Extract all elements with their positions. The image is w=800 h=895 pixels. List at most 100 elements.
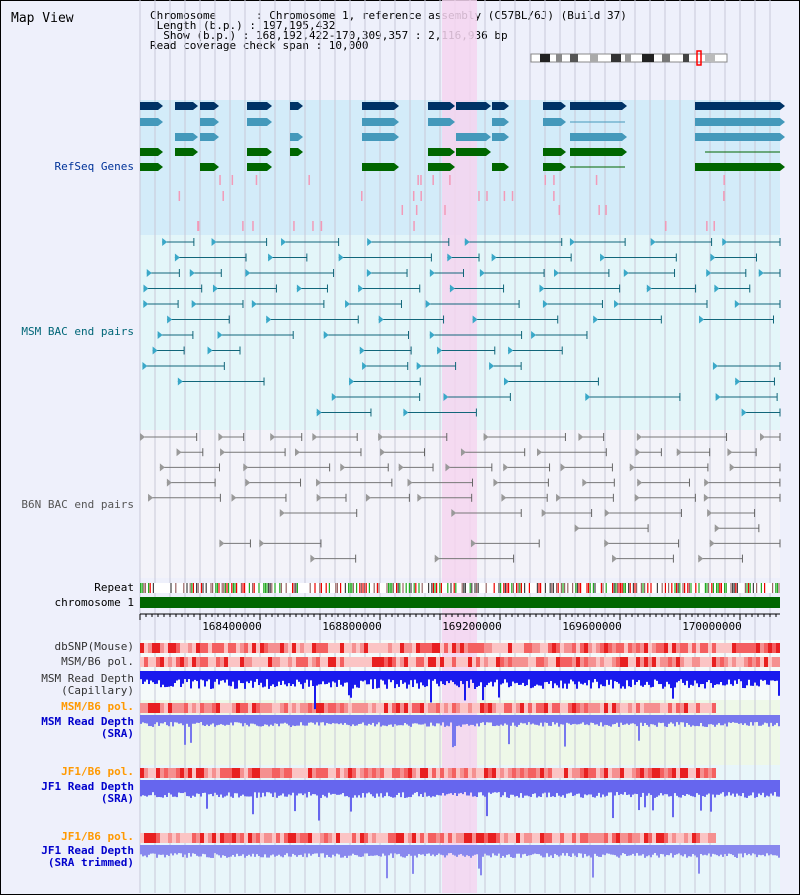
depth-bar [564, 780, 566, 798]
bac-end-marker [176, 448, 182, 457]
depth-bar [434, 780, 436, 797]
pol-cell [644, 833, 648, 843]
depth-bar [772, 845, 774, 856]
depth-bar [306, 715, 308, 726]
label-b6n-bac[interactable]: B6N BAC end pairs [21, 498, 134, 511]
depth-bar [630, 780, 632, 798]
depth-bar [260, 715, 262, 727]
pol-cell [212, 768, 216, 778]
depth-bar [402, 845, 404, 858]
depth-bar [274, 715, 276, 724]
repeat-track[interactable] [140, 583, 780, 593]
depth-bar [664, 715, 666, 727]
depth-bar [354, 671, 356, 685]
depth-bar [400, 780, 402, 798]
depth-bar [268, 780, 270, 793]
pol-cell [504, 703, 508, 713]
label-jf1-depth-trimmed[interactable]: JF1 Read Depth (SRA trimmed) [41, 845, 134, 869]
repeat-element [192, 583, 194, 593]
depth-bar [350, 715, 352, 727]
depth-bar [352, 845, 354, 854]
gene-arrow [193, 102, 198, 110]
label-refseq-genes[interactable]: RefSeq Genes [54, 160, 134, 173]
depth-bar [550, 845, 552, 856]
pol-cell [420, 768, 424, 778]
depth-bar [682, 671, 684, 683]
depth-bar [286, 671, 288, 687]
pol-cell [556, 657, 560, 667]
bac-end-marker [489, 362, 495, 370]
pol-cell [712, 768, 716, 778]
depth-bar [316, 671, 318, 686]
msm-bac-track[interactable] [142, 238, 781, 417]
repeat-element [623, 583, 625, 593]
pol-cell [436, 833, 440, 843]
refseq-genes-track[interactable] [140, 102, 785, 231]
pol-cell [776, 657, 780, 667]
label-jf1-b6-pol-2[interactable]: JF1/B6 pol. [61, 830, 134, 843]
pol-cell [676, 833, 680, 843]
depth-bar [242, 780, 244, 795]
label-msm-depth-sra[interactable]: MSM Read Depth (SRA) [41, 716, 134, 740]
pol-cell [164, 703, 168, 713]
depth-bar [148, 671, 150, 685]
depth-bar [448, 780, 450, 794]
label-jf1-depth-sra[interactable]: JF1 Read Depth (SRA) [41, 781, 134, 805]
pol-cell [572, 833, 576, 843]
depth-bar [358, 715, 360, 725]
chromosome-ideogram[interactable] [530, 50, 728, 66]
b6n-bac-track[interactable] [140, 433, 781, 563]
pol-cell [508, 657, 512, 667]
depth-bar [678, 671, 680, 681]
depth-bar [562, 671, 564, 689]
pol-cell [564, 703, 568, 713]
position-axis: 168400000 168800000 169200000 169600000 1700… [139, 613, 780, 633]
depth-bar [382, 671, 384, 681]
bac-end-marker [501, 493, 507, 502]
depth-bar [304, 671, 306, 683]
pol-cell [656, 657, 660, 667]
bac-end-marker [706, 269, 712, 277]
depth-bar [776, 780, 778, 797]
depth-bar [628, 780, 630, 795]
depth-bar [472, 780, 474, 797]
depth-bar [758, 845, 760, 855]
depth-bar [618, 845, 620, 858]
pol-cell [592, 703, 596, 713]
gene-exon [543, 118, 561, 126]
depth-bar [464, 671, 466, 701]
depth-bar [322, 715, 324, 723]
pol-cell [332, 833, 336, 843]
depth-bar [324, 780, 326, 797]
gene-exon [200, 163, 214, 171]
label-msm-b6-pol-2[interactable]: MSM/B6 pol. [61, 700, 134, 713]
pol-cell [624, 833, 628, 843]
label-jf1-b6-pol[interactable]: JF1/B6 pol. [61, 765, 134, 778]
label-msm-bac[interactable]: MSM BAC end pairs [21, 325, 134, 338]
depth-bar [240, 780, 242, 796]
read-depth-tracks[interactable] [140, 671, 780, 879]
depth-bar [624, 715, 626, 725]
pol-cell [660, 703, 664, 713]
label-msm-b6-pol[interactable]: MSM/B6 pol. [61, 655, 134, 668]
dbsnp-cell [616, 643, 620, 653]
depth-bar [384, 715, 386, 726]
depth-bar [774, 780, 776, 793]
label-msm-depth-capillary[interactable]: MSM Read Depth (Capillary) [41, 673, 134, 697]
bac-end-marker [604, 539, 610, 548]
pol-cell [532, 703, 536, 713]
repeat-element [556, 583, 558, 593]
snp-marker [413, 221, 415, 231]
dbsnp-cell [476, 643, 480, 653]
depth-bar [202, 715, 204, 726]
label-dbsnp[interactable]: dbSNP(Mouse) [54, 640, 134, 653]
pol-cell [264, 768, 268, 778]
gene-exon [362, 163, 394, 171]
depth-bar [290, 780, 292, 796]
gene-exon [175, 133, 193, 141]
heatmap-tracks[interactable] [140, 643, 780, 843]
repeat-element [431, 583, 433, 593]
depth-bar [206, 845, 208, 858]
pol-cell [340, 657, 344, 667]
